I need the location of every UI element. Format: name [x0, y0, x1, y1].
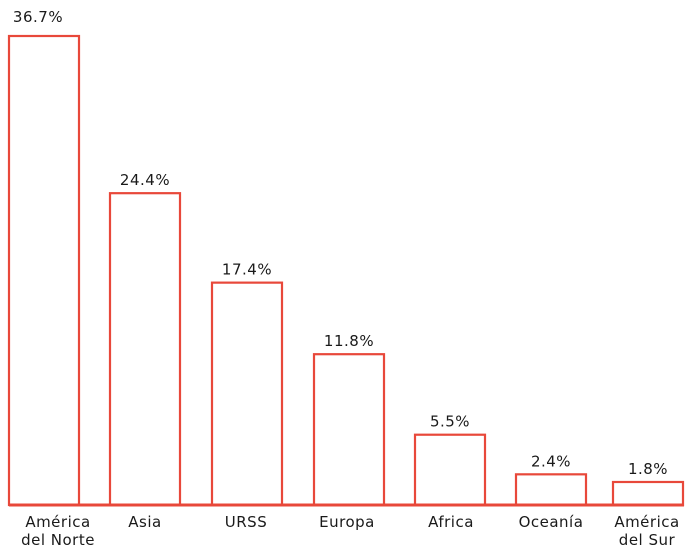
bar-4 [413, 433, 487, 507]
category-label-2: URSS [225, 513, 267, 531]
category-label-0-line-0: América [25, 513, 90, 531]
category-label-5: Oceanía [519, 513, 584, 531]
value-labels-layer: 36.7% 24.4% 17.4% 11.8% 5.5% 2.4% 1.8% [13, 8, 668, 478]
category-label-4-line-0: Africa [428, 513, 474, 531]
data-label-5: 2.4% [531, 452, 571, 470]
category-label-3-line-0: Europa [319, 513, 375, 531]
category-label-6-line-1: del Sur [619, 531, 676, 549]
bar-3 [312, 353, 386, 507]
category-label-4: Africa [428, 513, 474, 531]
data-label-2: 17.4% [222, 261, 272, 279]
bar-0 [7, 34, 81, 507]
category-label-0-line-1: del Norte [21, 531, 95, 549]
bar-1 [108, 192, 182, 507]
bar-2 [210, 281, 284, 507]
data-label-6: 1.8% [628, 460, 668, 478]
category-label-2-line-0: URSS [225, 513, 267, 531]
data-label-4: 5.5% [430, 413, 470, 431]
category-label-6: América del Sur [614, 513, 679, 549]
data-label-3: 11.8% [324, 332, 374, 350]
bar-6 [611, 480, 685, 507]
data-label-1: 24.4% [120, 171, 170, 189]
category-label-6-line-0: América [614, 513, 679, 531]
data-label-0: 36.7% [13, 8, 63, 26]
bar-5 [514, 473, 588, 507]
category-label-0: América del Norte [21, 513, 95, 549]
category-label-5-line-0: Oceanía [519, 513, 584, 531]
category-label-3: Europa [319, 513, 375, 531]
category-label-1: Asia [128, 513, 161, 531]
category-label-1-line-0: Asia [128, 513, 161, 531]
bars-layer [7, 34, 685, 507]
